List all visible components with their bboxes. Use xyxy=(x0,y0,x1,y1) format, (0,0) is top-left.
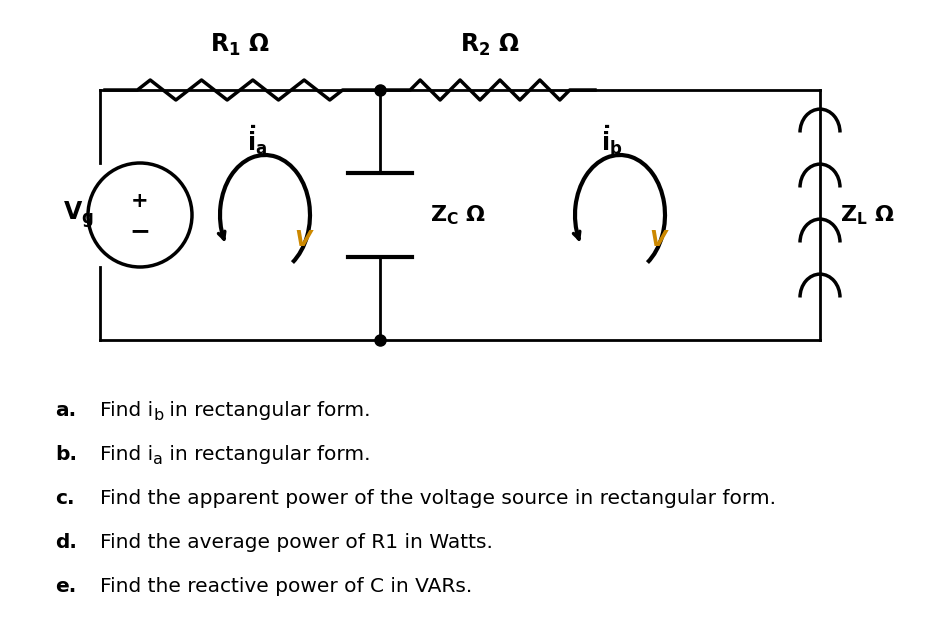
Text: $\mathbf{R_1}$ $\mathbf{\Omega}$: $\mathbf{R_1}$ $\mathbf{\Omega}$ xyxy=(211,32,270,58)
Text: V: V xyxy=(294,230,312,250)
Text: d.: d. xyxy=(55,533,77,552)
Text: −: − xyxy=(130,219,150,243)
Text: a.: a. xyxy=(55,401,76,419)
Text: a: a xyxy=(153,453,163,468)
Text: b: b xyxy=(153,409,164,424)
Text: c.: c. xyxy=(55,488,74,508)
Text: b.: b. xyxy=(55,444,77,463)
Text: Find the average power of R1 in Watts.: Find the average power of R1 in Watts. xyxy=(100,533,493,552)
Text: Find the apparent power of the voltage source in rectangular form.: Find the apparent power of the voltage s… xyxy=(100,488,776,508)
Text: e.: e. xyxy=(55,577,76,595)
Text: in rectangular form.: in rectangular form. xyxy=(164,444,370,463)
Text: +: + xyxy=(132,191,149,211)
Text: in rectangular form.: in rectangular form. xyxy=(164,401,370,419)
Text: $\mathbf{Z_C\ \Omega}$: $\mathbf{Z_C\ \Omega}$ xyxy=(430,203,486,227)
Text: $\mathbf{V_g}$: $\mathbf{V_g}$ xyxy=(63,200,93,230)
Text: Find the reactive power of C in VARs.: Find the reactive power of C in VARs. xyxy=(100,577,472,595)
Text: $\mathbf{\dot{i}_a}$: $\mathbf{\dot{i}_a}$ xyxy=(247,123,267,156)
Text: V: V xyxy=(650,230,666,250)
Text: $\mathbf{Z_L\ \Omega}$: $\mathbf{Z_L\ \Omega}$ xyxy=(840,203,895,227)
Text: $\mathbf{R_2}$ $\mathbf{\Omega}$: $\mathbf{R_2}$ $\mathbf{\Omega}$ xyxy=(461,32,520,58)
Text: Find i: Find i xyxy=(100,401,153,419)
Text: Find i: Find i xyxy=(100,444,153,463)
Text: $\mathbf{\dot{i}_b}$: $\mathbf{\dot{i}_b}$ xyxy=(602,123,622,156)
